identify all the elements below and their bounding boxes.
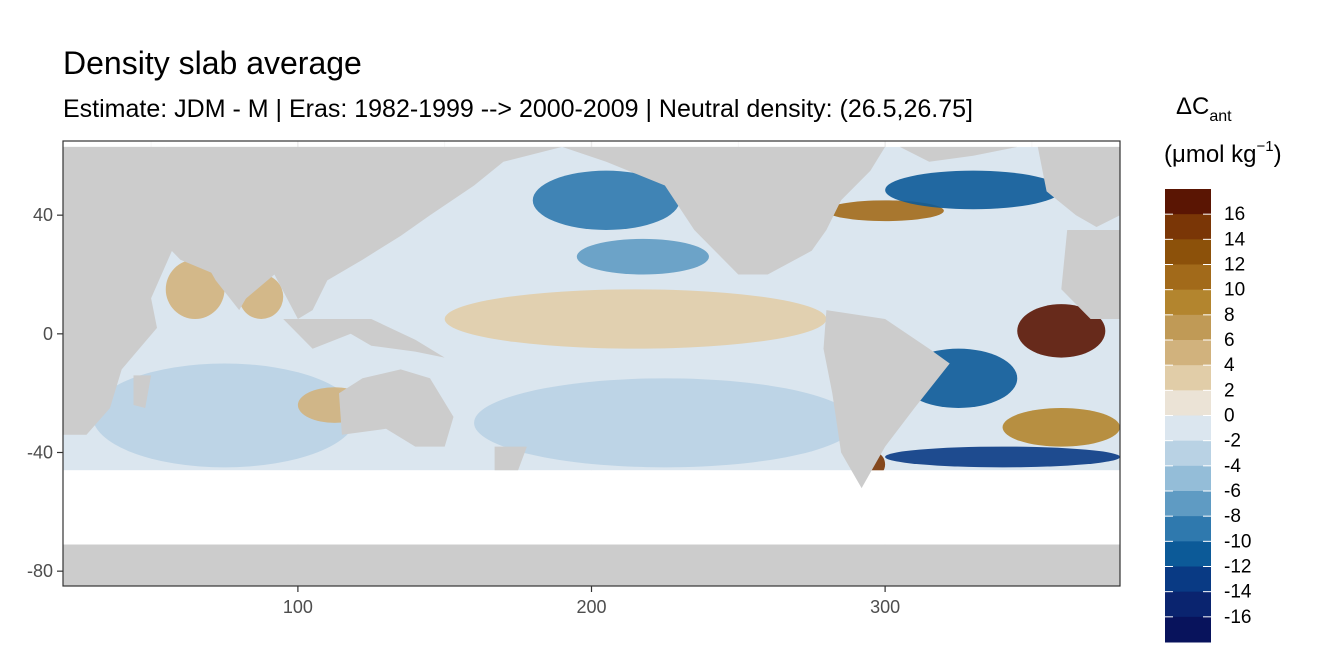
legend-label: 14: [1224, 229, 1246, 250]
region-cell: [885, 170, 1062, 210]
legend-label: -2: [1224, 431, 1241, 452]
legend-label: 12: [1224, 255, 1245, 276]
legend-swatch: [1165, 264, 1211, 291]
chart-subtitle: Estimate: JDM - M | Eras: 1982-1999 --> …: [63, 95, 973, 123]
x-tick-label: 100: [283, 597, 313, 617]
region-cell: [1017, 304, 1106, 358]
legend-swatch: [1165, 239, 1211, 265]
legend-swatch: [1165, 591, 1211, 618]
region-cell: [92, 363, 357, 468]
legend-label: -12: [1224, 557, 1251, 578]
legend-swatch: [1165, 214, 1211, 240]
x-tick-label: 200: [576, 597, 606, 617]
legend-swatch: [1165, 465, 1211, 492]
region-cell: [826, 200, 944, 222]
region-cell: [576, 238, 709, 275]
legend-label: -8: [1224, 506, 1241, 527]
no-data-band: [63, 470, 1120, 545]
legend-label: -4: [1224, 456, 1241, 477]
legend-colorbar: [1165, 189, 1211, 643]
chart-title: Density slab average: [63, 45, 362, 81]
legend-swatch: [1165, 541, 1211, 567]
y-axis: 40 0 -40 -80: [27, 205, 63, 581]
legend-title: ΔCant: [1176, 93, 1232, 125]
region-cell: [165, 259, 225, 320]
legend-label: -16: [1224, 607, 1251, 628]
y-tick-label: 40: [33, 205, 53, 225]
region-cell: [1002, 408, 1120, 447]
legend-swatch: [1165, 516, 1211, 542]
land-area: [133, 375, 152, 408]
land-area: [562, 146, 886, 275]
y-tick-label: -40: [27, 443, 53, 463]
legend-swatch: [1165, 491, 1211, 517]
legend-swatch: [1165, 365, 1211, 391]
legend-label: 4: [1224, 355, 1235, 376]
legend-swatch: [1165, 189, 1211, 215]
x-axis: 100 200 300: [283, 586, 900, 617]
legend-swatch: [1165, 566, 1211, 593]
legend-label: -10: [1224, 531, 1251, 552]
legend-swatch: [1165, 289, 1211, 316]
legend-label: 6: [1224, 330, 1235, 351]
land-area: [823, 310, 950, 489]
land-area: [165, 146, 563, 319]
land-area: [203, 259, 269, 311]
land-area: [899, 146, 1018, 162]
land-area: [339, 369, 454, 447]
y-tick-label: -80: [27, 561, 53, 581]
x-tick-label: 300: [870, 597, 900, 617]
land-area: [63, 146, 175, 435]
legend-swatch: [1165, 440, 1211, 467]
legend-label: 8: [1224, 305, 1235, 326]
land-area: [63, 544, 1120, 586]
region-cell: [474, 378, 856, 468]
land-area: [1037, 146, 1120, 227]
legend-unit: (μmol kg−1): [1164, 138, 1282, 168]
legend-swatch: [1165, 415, 1211, 442]
legend-labels: 16 14 12 10 8 6 4 2 0 -2 -4 -6 -8 -10 -12 -14 -16: [1165, 204, 1252, 628]
plot-panel: [62, 140, 1121, 587]
land-mask: [63, 146, 1120, 586]
legend-label: -6: [1224, 481, 1241, 502]
region-cell: [885, 446, 1120, 468]
legend-swatch: [1165, 314, 1211, 341]
land-area: [283, 319, 445, 358]
legend-swatch: [1165, 340, 1211, 366]
legend: ΔCant (μmol kg−1) 16 14 12 10 8 6 4 2 0 -2 -4 -6 -8 -…: [1164, 93, 1282, 643]
legend-swatch: [1165, 390, 1211, 416]
legend-label: 2: [1224, 380, 1235, 401]
legend-label: 16: [1224, 204, 1245, 225]
legend-label: 0: [1224, 406, 1235, 427]
legend-label: -14: [1224, 582, 1252, 603]
legend-swatch: [1165, 616, 1211, 643]
land-area: [494, 446, 527, 471]
region-cell: [532, 170, 680, 230]
legend-label: 10: [1224, 280, 1245, 301]
y-tick-label: 0: [43, 324, 53, 344]
region-cell: [444, 289, 827, 349]
land-area: [1061, 230, 1120, 319]
